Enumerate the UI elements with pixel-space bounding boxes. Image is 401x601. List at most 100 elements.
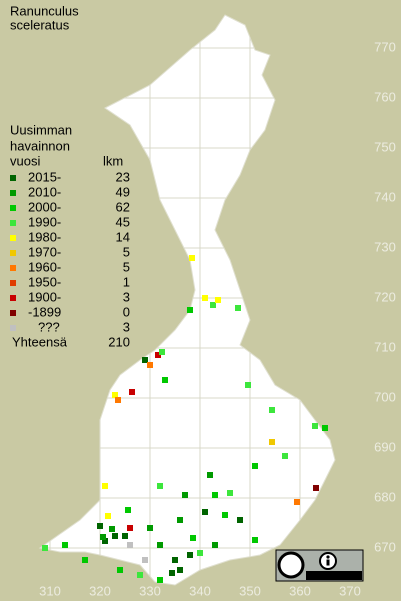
observation [294, 499, 300, 505]
observation [313, 485, 319, 491]
observation [215, 297, 221, 303]
observation [159, 349, 165, 355]
observation [162, 377, 168, 383]
observation [127, 542, 133, 548]
license-badge[interactable] [275, 549, 364, 582]
observation [252, 463, 258, 469]
legend-count: 23 [116, 169, 130, 184]
observation [125, 507, 131, 513]
title: Ranunculus [10, 3, 79, 18]
observation [129, 389, 135, 395]
observation [122, 533, 128, 539]
observation [187, 552, 193, 558]
observation [172, 557, 178, 563]
y-tick-label: 740 [374, 189, 396, 204]
cc-icon [277, 551, 305, 579]
observation [127, 525, 133, 531]
observation [212, 492, 218, 498]
observation [169, 570, 175, 576]
observation [42, 545, 48, 551]
legend-label: 2015- [28, 169, 61, 184]
legend-label: 1960- [28, 259, 61, 274]
observation [189, 255, 195, 261]
legend-label: ??? [38, 319, 60, 334]
observation [112, 533, 118, 539]
legend-swatch [10, 175, 16, 181]
legend-label: 2000- [28, 199, 61, 214]
by-icon-head [326, 555, 330, 559]
observation [62, 542, 68, 548]
observation [115, 397, 121, 403]
legend-count: 62 [116, 199, 130, 214]
observation [212, 542, 218, 548]
observation [252, 537, 258, 543]
observation [109, 526, 115, 532]
legend-total-label: Yhteensä [12, 334, 68, 349]
observation [202, 295, 208, 301]
observation [157, 542, 163, 548]
y-tick-label: 760 [374, 89, 396, 104]
y-tick-label: 680 [374, 489, 396, 504]
legend-count: 5 [123, 244, 130, 259]
x-tick-label: 360 [289, 583, 311, 598]
legend-swatch [10, 235, 16, 241]
legend-heading: havainnon [10, 138, 70, 153]
ticks: 310 320 330 340 350 360 3706706806907007107207… [39, 39, 396, 598]
observation [82, 557, 88, 563]
observation [237, 517, 243, 523]
legend-label: 1980- [28, 229, 61, 244]
legend-count: 14 [116, 229, 130, 244]
legend-swatch [10, 205, 16, 211]
y-tick-label: 670 [374, 539, 396, 554]
y-tick-label: 750 [374, 139, 396, 154]
legend-label: 1950- [28, 274, 61, 289]
x-tick-label: 370 [339, 583, 361, 598]
legend-swatch [10, 190, 16, 196]
legend-count: 49 [116, 184, 130, 199]
y-tick-label: 720 [374, 289, 396, 304]
observation [187, 307, 193, 313]
legend-count-heading: lkm [103, 153, 123, 168]
observation [100, 534, 106, 540]
x-tick-label: 330 [139, 583, 161, 598]
observation [177, 517, 183, 523]
legend-label: -1899 [28, 304, 61, 319]
observation [269, 439, 275, 445]
observation [197, 550, 203, 556]
observation [245, 382, 251, 388]
observation [97, 523, 103, 529]
observation [105, 513, 111, 519]
legend-count: 5 [123, 259, 130, 274]
observation [142, 557, 148, 563]
x-tick-label: 310 [39, 583, 61, 598]
legend-heading: vuosi [10, 153, 40, 168]
observation [269, 407, 275, 413]
legend-count: 3 [123, 319, 130, 334]
observation [157, 577, 163, 583]
observation [210, 302, 216, 308]
observation [202, 509, 208, 515]
y-tick-label: 770 [374, 39, 396, 54]
x-tick-label: 340 [189, 583, 211, 598]
legend-label: 1900- [28, 289, 61, 304]
observation [147, 525, 153, 531]
x-tick-label: 320 [89, 583, 111, 598]
badge-strip [306, 571, 362, 580]
observation [155, 352, 161, 358]
legend-swatch [10, 325, 16, 331]
observations [42, 255, 328, 583]
observation [235, 305, 241, 311]
legend-swatch [10, 250, 16, 256]
title: sceleratus [10, 17, 70, 32]
observation [137, 572, 143, 578]
observation [312, 423, 318, 429]
legend-label: 2010- [28, 184, 61, 199]
observation [182, 492, 188, 498]
y-tick-label: 700 [374, 389, 396, 404]
legend-label: 1990- [28, 214, 61, 229]
legend-heading: Uusimman [10, 122, 72, 137]
legend-total: 210 [108, 334, 130, 349]
observation [222, 512, 228, 518]
legend-count: 45 [116, 214, 130, 229]
